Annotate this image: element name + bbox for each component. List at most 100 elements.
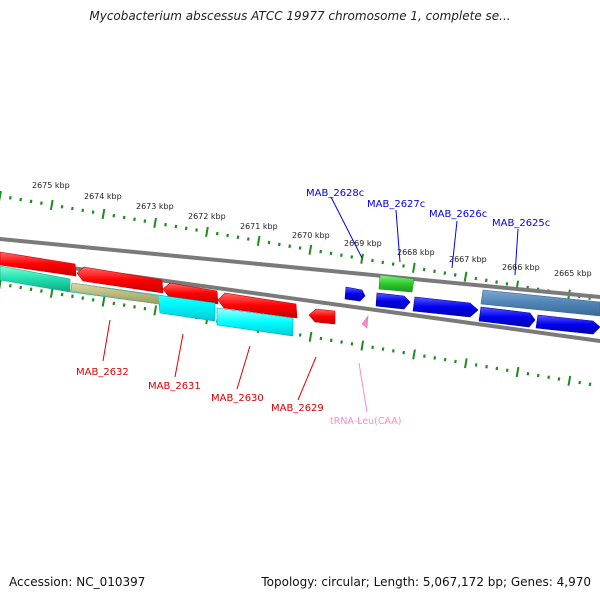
- scale-minor-tick: [19, 197, 23, 202]
- scale-label: 2667 kbp: [449, 255, 487, 264]
- scale-minor-tick: [122, 215, 126, 220]
- scale-minor-tick: [226, 233, 229, 238]
- rna-label[interactable]: tRNA-Leu(CAA): [330, 416, 401, 427]
- scale-minor-tick: [485, 364, 488, 369]
- scale-major-tick: [256, 235, 261, 246]
- scale-label: 2668 kbp: [397, 248, 435, 257]
- gene-label[interactable]: MAB_2628c: [306, 188, 364, 199]
- scale-minor-tick: [495, 280, 498, 284]
- label-leader: [297, 356, 317, 401]
- label-leader: [395, 209, 401, 263]
- scale-minor-tick: [381, 347, 385, 351]
- scale-label: 2666 kbp: [502, 263, 540, 272]
- scale-minor-tick: [423, 354, 426, 358]
- label-leader: [514, 228, 519, 276]
- scale-minor-tick: [391, 262, 395, 266]
- scale-label: 2675 kbp: [32, 181, 70, 190]
- scale-major-tick: [153, 217, 157, 228]
- scale-minor-tick: [443, 357, 447, 362]
- gene-feature[interactable]: [378, 274, 415, 293]
- label-leader: [102, 319, 111, 362]
- gene-feature[interactable]: [0, 251, 77, 277]
- gene-feature[interactable]: [308, 308, 336, 325]
- scale-major-tick: [0, 190, 2, 202]
- scale-major-tick: [205, 226, 209, 237]
- scale-minor-tick: [474, 363, 478, 367]
- scale-minor-tick: [184, 226, 188, 231]
- scale-major-tick: [412, 262, 416, 273]
- scale-minor-tick: [122, 303, 126, 307]
- scale-label: 2665 kbp: [554, 269, 592, 278]
- gene-feature[interactable]: [70, 282, 160, 305]
- scale-minor-tick: [215, 231, 219, 236]
- gene-feature[interactable]: [412, 296, 479, 318]
- scale-minor-tick: [81, 296, 85, 300]
- scale-minor-tick: [29, 199, 33, 204]
- scale-minor-tick: [319, 249, 323, 254]
- gene-label[interactable]: MAB_2627c: [367, 199, 425, 210]
- scale-minor-tick: [433, 356, 437, 360]
- scale-major-tick: [308, 244, 313, 255]
- accession-text: Accession: NC_010397: [9, 575, 146, 589]
- gene-feature[interactable]: [76, 266, 164, 294]
- gene-label[interactable]: MAB_2629: [271, 403, 324, 414]
- gene-feature[interactable]: [216, 307, 294, 337]
- upper-scale-ring: [0, 190, 592, 301]
- scale-minor-tick: [505, 282, 509, 286]
- scale-label: 2672 kbp: [188, 212, 226, 221]
- scale-minor-tick: [350, 342, 354, 346]
- scale-minor-tick: [547, 375, 550, 379]
- scale-minor-tick: [195, 228, 198, 232]
- scale-minor-tick: [288, 244, 292, 249]
- label-leader: [330, 196, 363, 259]
- scale-minor-tick: [422, 267, 426, 272]
- scale-minor-tick: [443, 271, 447, 275]
- scale-minor-tick: [329, 338, 333, 343]
- label-leader: [174, 333, 184, 378]
- scale-minor-tick: [91, 210, 95, 214]
- scale-major-tick: [49, 199, 54, 211]
- gene-feature[interactable]: [478, 306, 536, 328]
- scale-label: 2669 kbp: [344, 239, 382, 248]
- scale-minor-tick: [246, 237, 250, 241]
- scale-major-tick: [515, 366, 520, 378]
- minus-strand-track: [0, 251, 369, 337]
- gene-label[interactable]: MAB_2631: [148, 381, 201, 392]
- plus-strand-track: [344, 274, 600, 335]
- scale-major-tick: [464, 358, 468, 369]
- scale-minor-tick: [298, 333, 302, 337]
- scale-minor-tick: [40, 289, 43, 293]
- scale-minor-tick: [526, 372, 530, 376]
- scale-minor-tick: [329, 251, 333, 256]
- scale-minor-tick: [340, 340, 343, 344]
- scale-minor-tick: [143, 219, 147, 223]
- scale-minor-tick: [371, 345, 374, 350]
- scale-minor-tick: [495, 366, 499, 371]
- scale-minor-tick: [392, 349, 395, 353]
- scale-label: 2674 kbp: [84, 192, 122, 201]
- scale-minor-tick: [112, 213, 116, 218]
- scale-major-tick: [153, 305, 158, 316]
- gene-label[interactable]: MAB_2630: [211, 393, 264, 404]
- scale-label: 2673 kbp: [136, 202, 174, 211]
- gene-feature[interactable]: [344, 286, 366, 302]
- label-leader: [236, 345, 251, 390]
- scale-minor-tick: [453, 273, 457, 277]
- gene-label[interactable]: MAB_2625c: [492, 218, 550, 229]
- scale-minor-tick: [298, 246, 302, 250]
- gene-feature[interactable]: [480, 289, 600, 317]
- trna-feature[interactable]: [361, 314, 369, 329]
- gene-feature[interactable]: [535, 314, 600, 335]
- gene-feature[interactable]: [375, 292, 411, 310]
- gene-label[interactable]: MAB_2632: [76, 367, 129, 378]
- scale-major-tick: [567, 375, 572, 386]
- scale-major-tick: [360, 253, 364, 264]
- scale-minor-tick: [557, 377, 561, 381]
- gene-feature[interactable]: [0, 265, 71, 293]
- gene-feature[interactable]: [217, 292, 298, 319]
- scale-minor-tick: [143, 306, 147, 311]
- gene-label[interactable]: MAB_2626c: [429, 209, 487, 220]
- scale-major-tick: [412, 349, 416, 360]
